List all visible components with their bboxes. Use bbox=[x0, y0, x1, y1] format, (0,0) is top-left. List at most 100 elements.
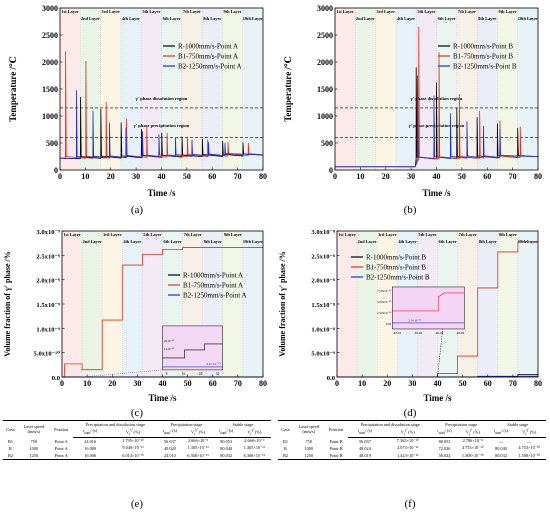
inset-y-tick-label: 0.00 bbox=[386, 322, 392, 326]
caption-a: (a) bbox=[130, 204, 144, 216]
inset-callout bbox=[437, 328, 443, 378]
legend: R-1000mm/s-Point B B1-750mm/s-Point B B2-1… bbox=[351, 254, 430, 282]
y-tick-label: 3.0x10⁻⁹ bbox=[36, 229, 60, 236]
table-subheader-cell: tstart/ (s) bbox=[158, 427, 182, 438]
x-tick-label: 30 bbox=[408, 379, 416, 388]
x-tick-label: 50 bbox=[458, 172, 466, 181]
layer-label: 6th Layer bbox=[438, 16, 456, 21]
legend-entry: R-1000mm/s-Point A bbox=[178, 43, 238, 51]
legend-entry: B1-750mm/s-Point A bbox=[178, 53, 238, 61]
table-cell: 16.006 bbox=[72, 452, 108, 461]
inset-annotation: 2.0×10⁻¹⁶ bbox=[408, 318, 421, 322]
table-cell: 80.040 bbox=[220, 445, 233, 451]
table-cell: 6.014×10⁻¹⁵ bbox=[107, 452, 159, 461]
x-axis-label: Time /s bbox=[147, 188, 176, 198]
y-tick-label: 1000 bbox=[317, 112, 333, 121]
table-header-cell: Case bbox=[278, 420, 293, 438]
x-tick-label: 40 bbox=[159, 379, 167, 388]
inset-x-tick-label: 32 bbox=[216, 372, 220, 376]
table-cell: 1.305×10⁻¹² bbox=[187, 445, 209, 451]
y-tick-label: 3.0x10⁻⁸ bbox=[311, 229, 335, 236]
chart-d: 1st Layer 2nd Layer 3rd Layer 4th Layer 5th … bbox=[275, 223, 550, 405]
layer-label: 1st Layer bbox=[338, 232, 355, 237]
inset-y-tick-label: 1x10⁻¹¹ bbox=[164, 347, 174, 351]
inset-x-tick-label: 40.02 bbox=[414, 331, 422, 335]
table-cell: 72.036 bbox=[438, 445, 451, 451]
x-tick-label: 60 bbox=[209, 379, 217, 388]
layer-label: 3rd Layer bbox=[377, 9, 396, 14]
table-cell: 750 bbox=[305, 438, 312, 444]
x-tick-label: 0 bbox=[58, 172, 62, 181]
table-subheader-row: tstart/ (s) Vfγ' (%) tstart/ (s) Vfγ' (%) ts… bbox=[278, 427, 546, 438]
layer-label: 10th Layer bbox=[243, 16, 263, 21]
inset-y-tick-label: 2.50x10⁻¹⁰ bbox=[377, 311, 392, 315]
series-group bbox=[335, 26, 539, 168]
layer-band bbox=[120, 8, 142, 170]
table-subheader-row: tstart/ (s) Vfγ' (%) tstart/ (s) Vfγ' (%) ts… bbox=[3, 427, 271, 438]
table-cell: 6.368×10⁻¹⁵ bbox=[237, 452, 271, 461]
inset-y-tick-label: 5.00x10⁻¹⁰ bbox=[377, 300, 392, 304]
table-subheader-cell: tstart/ (s) bbox=[432, 427, 457, 438]
caption-b: (b) bbox=[403, 204, 417, 216]
table-cell: 6.368×10⁻¹⁵ bbox=[181, 452, 215, 461]
x-tick-label: 20 bbox=[382, 172, 390, 181]
x-tick-label: 20 bbox=[108, 379, 116, 388]
table-cell: B2 bbox=[3, 452, 18, 461]
table-cell: — bbox=[498, 438, 504, 444]
chart-c: 1st Layer 2nd Layer 3rd Layer 4th Layer 5th … bbox=[0, 223, 275, 405]
legend-entry: B2-1250mm/s-Point A bbox=[178, 63, 242, 71]
y-axis-label: Volume fraction of γ' phase /% bbox=[278, 251, 287, 356]
table-cell: 1250 bbox=[17, 452, 50, 461]
inset-line bbox=[162, 343, 223, 359]
layer-band bbox=[60, 8, 81, 170]
table-cell: 40.020 bbox=[163, 445, 176, 451]
layer-label: 6th Layer bbox=[163, 16, 181, 21]
y-tick-label: 0 bbox=[54, 166, 58, 175]
legend-entry: B2-1250mm/s-Point A bbox=[183, 292, 247, 300]
layer-label: 9th Layer bbox=[224, 232, 242, 237]
x-tick-label: 30 bbox=[407, 172, 415, 181]
x-tick-label: 10 bbox=[356, 172, 364, 181]
layer-band bbox=[181, 8, 203, 170]
x-tick-label: 0 bbox=[60, 379, 64, 388]
inset-x-tick-label: 8 bbox=[166, 372, 168, 376]
inset: 6.0×10⁻¹⁵ 8 16 24 32 2x10⁻¹¹ 1x10⁻¹¹ bbox=[82, 325, 223, 378]
x-tick-label: 80 bbox=[534, 379, 542, 388]
table-cell: B2 bbox=[278, 452, 293, 461]
table-header-cell: Precipitation stage bbox=[158, 420, 215, 428]
layer-band bbox=[242, 8, 263, 170]
table-cell: 80.032 bbox=[489, 452, 513, 461]
layer-band bbox=[377, 231, 398, 377]
layer-label: 6th Layer bbox=[439, 239, 457, 244]
layer-label: 3rd Layer bbox=[102, 9, 121, 14]
table-row: B1 750 Point A 24.016 1.795×10⁻¹⁰ 56.037 2.666… bbox=[3, 437, 271, 445]
table-subheader-cell: tstart/ (s) bbox=[72, 427, 108, 438]
table-header-row: Case Laser speed (mm/s) Position Precipitati… bbox=[3, 420, 271, 438]
table-cell: R bbox=[284, 445, 287, 451]
legend-entry: B2-1250mm/s-Point B bbox=[453, 63, 517, 71]
y-tick-label: 500 bbox=[46, 139, 58, 148]
y-tick-label: 1500 bbox=[42, 85, 58, 94]
layer-label: 4th Layer bbox=[123, 239, 141, 244]
y-tick-label: 1.0x10⁻⁹ bbox=[36, 326, 60, 333]
table-cell: 80.040 bbox=[495, 445, 507, 451]
layer-label: 8th Layer bbox=[203, 16, 221, 21]
table-subheader-cell: Vfγ' (%) bbox=[512, 427, 546, 438]
y-tick-label: 1000 bbox=[42, 112, 58, 121]
table-row: B1 750 Point B 56.037 7.365×10⁻¹⁰ 80.053 2.786… bbox=[278, 437, 546, 445]
inset-y-tick-label: 7.50x10⁻¹⁰ bbox=[377, 289, 392, 293]
table-header-cell: Laser speed (mm/s) bbox=[292, 420, 325, 438]
table-cell: 24.016 bbox=[84, 438, 97, 444]
layer-band bbox=[477, 8, 498, 170]
table-cell: 48.024 bbox=[359, 445, 371, 451]
layer-band bbox=[161, 8, 182, 170]
table-cell: Point B bbox=[329, 438, 343, 444]
layer-label: 8th Layer bbox=[479, 239, 497, 244]
layer-label: 8th Layer bbox=[204, 239, 222, 244]
layer-band bbox=[122, 231, 143, 377]
table-row: B2 1250 Point A 16.006 6.014×10⁻¹⁵ 24.010 6.36… bbox=[3, 452, 271, 461]
table-cell: 2.073×10⁻¹¹ bbox=[397, 445, 419, 451]
layer-label: 8th Layer bbox=[478, 16, 496, 21]
